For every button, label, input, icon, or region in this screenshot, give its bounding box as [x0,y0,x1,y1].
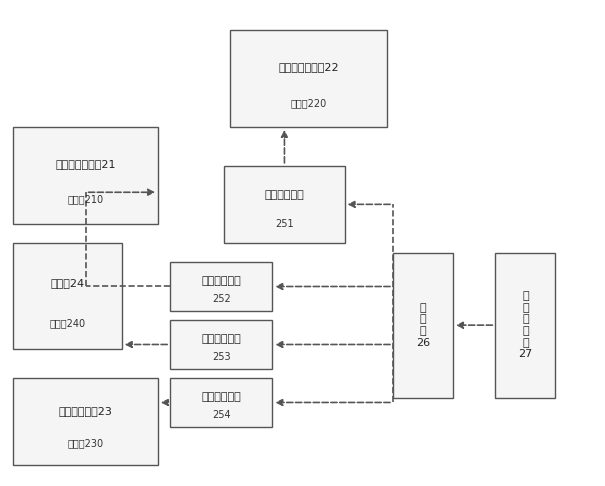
Text: 光组件24: 光组件24 [51,278,85,288]
FancyBboxPatch shape [170,262,272,311]
Text: 电源端230: 电源端230 [68,438,104,449]
Text: 电
接
口
26: 电 接 口 26 [416,303,430,347]
FancyBboxPatch shape [170,320,272,369]
FancyBboxPatch shape [13,378,158,465]
FancyBboxPatch shape [224,166,345,243]
Text: 电源端240: 电源端240 [50,318,86,328]
FancyBboxPatch shape [231,31,387,127]
FancyBboxPatch shape [170,378,272,427]
Text: 252: 252 [212,294,231,304]
Text: 降压电路单元: 降压电路单元 [264,190,304,200]
Text: 电源端210: 电源端210 [68,194,104,205]
Text: 发射机电路单元21: 发射机电路单元21 [56,159,116,169]
Text: 降压电路单元: 降压电路单元 [201,276,241,286]
Text: 254: 254 [212,410,231,419]
FancyBboxPatch shape [13,127,158,224]
Text: 251: 251 [275,219,294,229]
FancyBboxPatch shape [393,253,453,398]
FancyBboxPatch shape [13,243,122,349]
Text: 接收机电路单元22: 接收机电路单元22 [278,62,339,72]
Text: 电源端220: 电源端220 [290,98,327,108]
Text: 系
统
供
电
源
27: 系 统 供 电 源 27 [518,291,532,359]
Text: 降压电路单元: 降压电路单元 [201,392,241,401]
Text: 253: 253 [212,351,231,362]
FancyBboxPatch shape [495,253,555,398]
Text: 控制电路单元23: 控制电路单元23 [59,406,113,417]
Text: 降压电路单元: 降压电路单元 [201,334,241,344]
